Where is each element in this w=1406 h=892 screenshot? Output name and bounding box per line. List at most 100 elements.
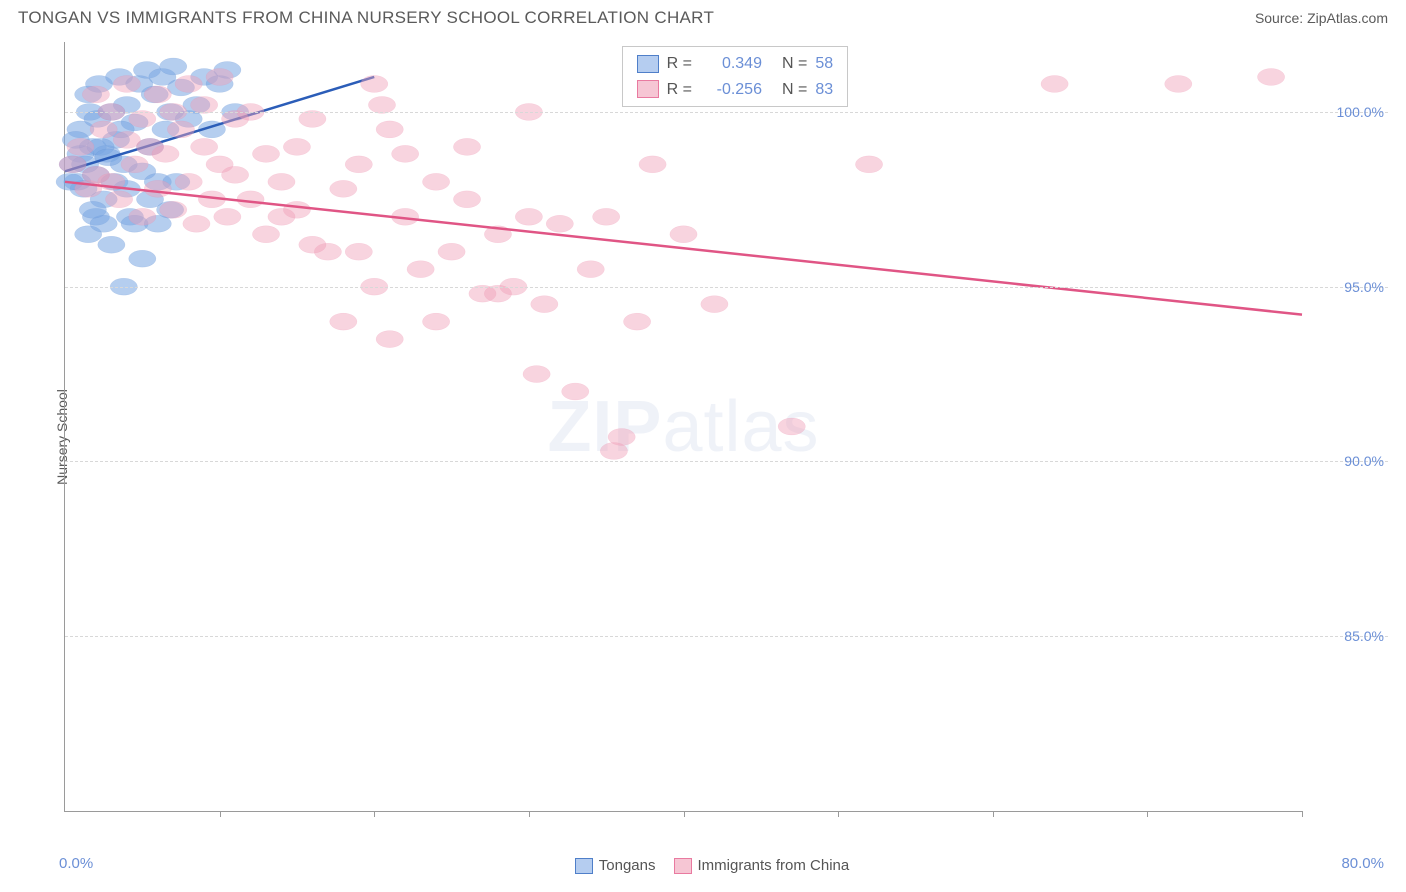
scatter-point <box>670 226 697 243</box>
plot-region: ZIPatlas R =0.349N =58R =-0.256N =83 0.0… <box>64 42 1302 812</box>
x-tick <box>529 811 530 817</box>
r-label: R = <box>667 77 692 103</box>
scatter-point <box>129 250 156 267</box>
scatter-point <box>129 208 156 225</box>
scatter-point <box>113 75 140 92</box>
scatter-point <box>608 429 635 446</box>
x-tick <box>374 811 375 817</box>
scatter-point <box>59 156 86 173</box>
scatter-point <box>268 208 295 225</box>
n-label: N = <box>782 77 807 103</box>
scatter-point <box>1165 75 1192 92</box>
scatter-point <box>407 261 434 278</box>
scatter-point <box>531 296 558 313</box>
scatter-point <box>422 313 449 330</box>
scatter-point <box>67 138 94 155</box>
scatter-point <box>175 173 202 190</box>
scatter-point <box>392 145 419 162</box>
scatter-point <box>345 243 372 260</box>
scatter-point <box>191 96 218 113</box>
scatter-point <box>593 208 620 225</box>
legend-swatch <box>674 858 692 874</box>
x-tick <box>993 811 994 817</box>
scatter-point <box>345 156 372 173</box>
trend-line <box>65 182 1302 315</box>
legend-swatch <box>637 55 659 73</box>
scatter-point <box>191 138 218 155</box>
y-tick-label: 85.0% <box>1344 628 1384 644</box>
scatter-point <box>546 215 573 232</box>
scatter-point <box>523 366 550 383</box>
scatter-point <box>368 96 395 113</box>
scatter-point <box>237 191 264 208</box>
scatter-point <box>577 261 604 278</box>
r-value: 0.349 <box>700 51 762 77</box>
scatter-point <box>106 191 133 208</box>
scatter-point <box>129 110 156 127</box>
gridline <box>65 636 1388 637</box>
scatter-point <box>376 121 403 138</box>
scatter-point <box>778 418 805 435</box>
gridline <box>65 461 1388 462</box>
x-tick <box>684 811 685 817</box>
scatter-point <box>1041 75 1068 92</box>
r-value: -0.256 <box>700 77 762 103</box>
x-tick <box>838 811 839 817</box>
scatter-point <box>283 138 310 155</box>
legend-label: Tongans <box>599 857 656 874</box>
scatter-point <box>152 145 179 162</box>
scatter-point <box>438 243 465 260</box>
scatter-point <box>98 236 125 253</box>
legend-stat-row: R = 0.349 N = 58 <box>637 51 833 77</box>
scatter-point <box>79 201 106 218</box>
scatter-point <box>175 75 202 92</box>
scatter-point <box>855 156 882 173</box>
scatter-point <box>299 236 326 253</box>
r-label: R = <box>667 51 692 77</box>
scatter-point <box>167 121 194 138</box>
scatter-point <box>183 215 210 232</box>
y-tick-label: 90.0% <box>1344 453 1384 469</box>
scatter-point <box>144 180 171 197</box>
x-tick <box>220 811 221 817</box>
scatter-point <box>90 121 117 138</box>
legend-label: Immigrants from China <box>698 857 850 874</box>
legend-swatch <box>637 80 659 98</box>
series-legend: Tongans Immigrants from China <box>0 857 1406 874</box>
x-tick <box>1147 811 1148 817</box>
scatter-point <box>484 285 511 302</box>
scatter-point <box>515 208 542 225</box>
scatter-point <box>624 313 651 330</box>
scatter-point <box>214 208 241 225</box>
scatter-point <box>639 156 666 173</box>
scatter-point <box>113 131 140 148</box>
scatter-point <box>299 110 326 127</box>
x-tick <box>1302 811 1303 817</box>
n-label: N = <box>782 51 807 77</box>
n-value: 83 <box>815 77 833 103</box>
scatter-point <box>1257 68 1284 85</box>
scatter-point <box>453 191 480 208</box>
chart-source: Source: ZipAtlas.com <box>1255 10 1388 26</box>
scatter-point <box>701 296 728 313</box>
scatter-point <box>376 331 403 348</box>
scatter-point <box>221 166 248 183</box>
scatter-point <box>562 383 589 400</box>
scatter-point <box>361 75 388 92</box>
y-tick-label: 100.0% <box>1337 104 1384 120</box>
chart-title: TONGAN VS IMMIGRANTS FROM CHINA NURSERY … <box>18 8 714 28</box>
scatter-point <box>422 173 449 190</box>
y-tick-label: 95.0% <box>1344 279 1384 295</box>
scatter-point <box>252 226 279 243</box>
scatter-point <box>121 156 148 173</box>
scatter-point <box>252 145 279 162</box>
scatter-point <box>160 58 187 75</box>
legend-stat-row: R = -0.256 N = 83 <box>637 77 833 103</box>
scatter-point <box>330 180 357 197</box>
scatter-point <box>268 173 295 190</box>
scatter-point <box>82 86 109 103</box>
chart-area: Nursery School ZIPatlas R =0.349N =58R =… <box>18 42 1388 832</box>
scatter-point <box>144 86 171 103</box>
legend-swatch <box>575 858 593 874</box>
n-value: 58 <box>815 51 833 77</box>
